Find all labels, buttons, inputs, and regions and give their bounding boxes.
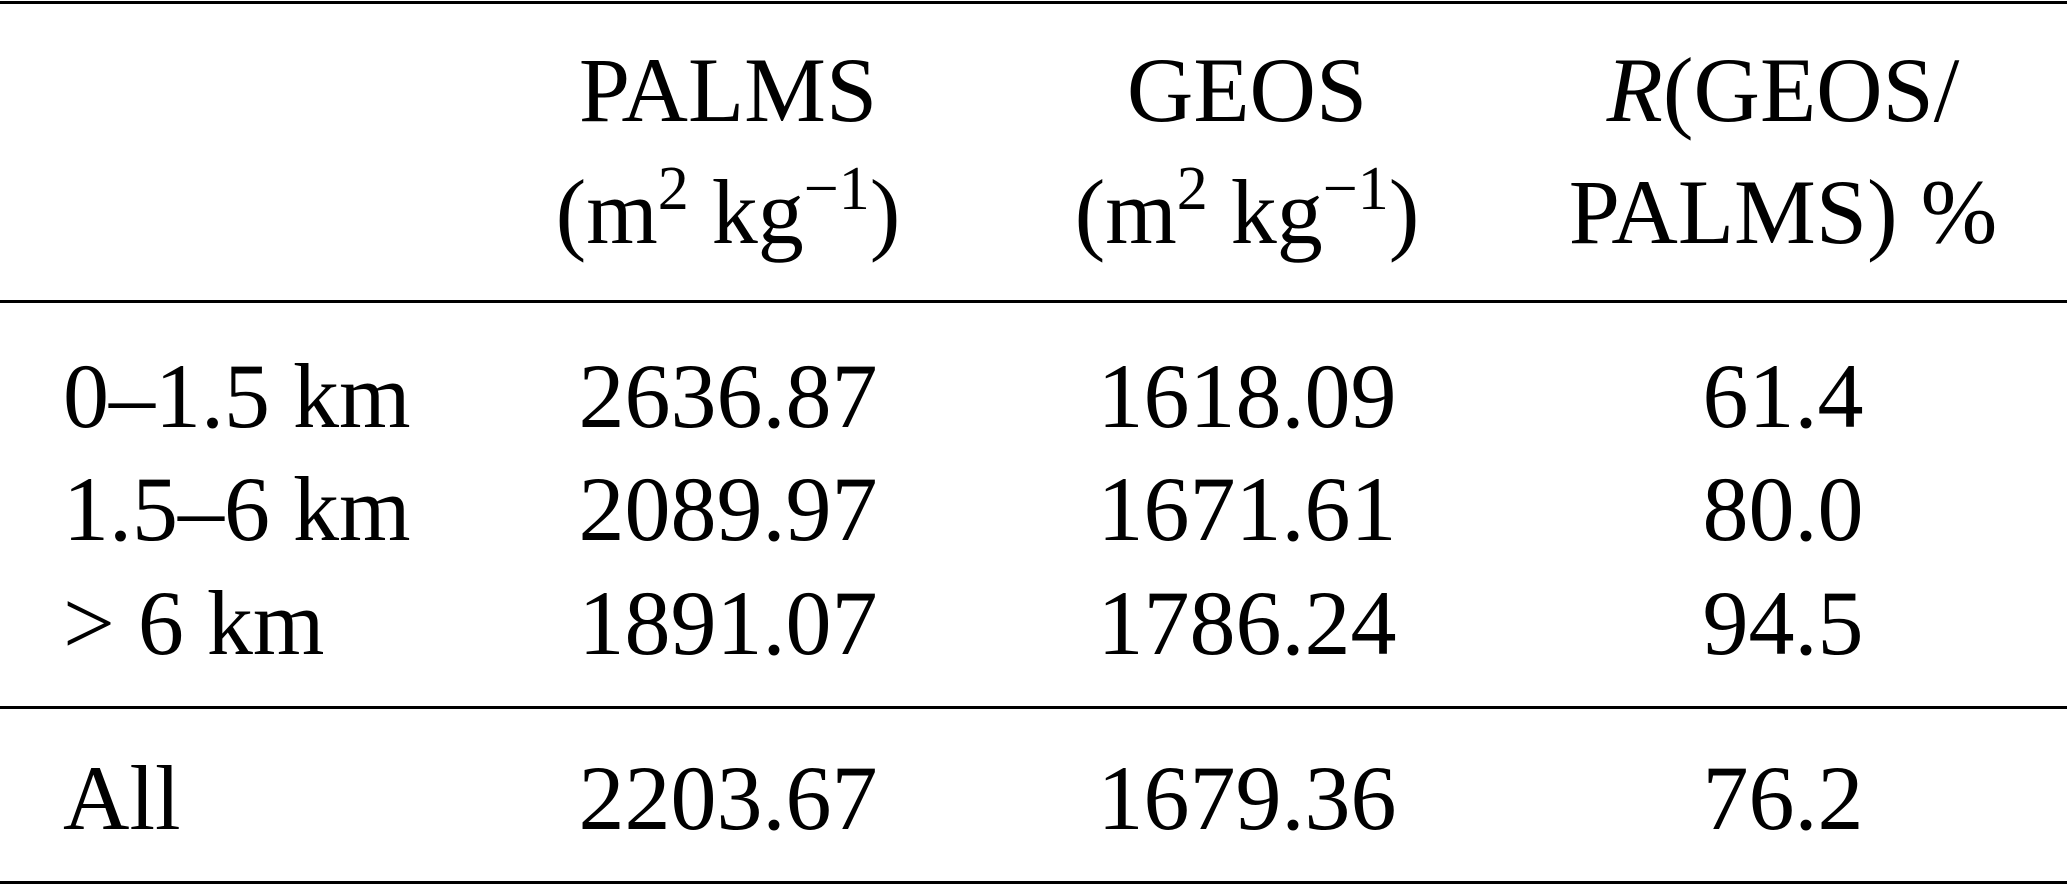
ratio-value: 80.0 [1702,458,1864,560]
header-geos-unit: (m2 kg−1) [1074,155,1420,263]
palms-value: 2089.97 [578,458,878,560]
palms-value: 2636.87 [578,345,878,447]
palms-value: 1891.07 [578,572,878,674]
palms-value: 2203.67 [578,747,878,849]
header-ratio: R(GEOS/ PALMS) % [1569,44,1998,258]
row-label: All [63,747,181,849]
header-ratio-line2: PALMS) % [1568,161,1998,263]
row-label: 0–1.5 km [63,345,411,447]
row-label: 1.5–6 km [63,458,411,560]
header-ratio-line1: R(GEOS/ [1606,39,1960,141]
header-palms-name: PALMS [578,39,878,141]
ratio-value: 94.5 [1702,572,1864,674]
geos-value: 1618.09 [1097,345,1397,447]
total-rule [0,706,2067,709]
geos-value: 1786.24 [1097,572,1397,674]
top-rule [0,1,2067,4]
ratio-value: 61.4 [1702,345,1864,447]
geos-value: 1671.61 [1097,458,1397,560]
ratio-value: 76.2 [1702,747,1864,849]
header-palms-unit: (m2 kg−1) [555,155,901,263]
header-rule [0,300,2067,303]
header-geos-name: GEOS [1126,39,1368,141]
geos-value: 1679.36 [1097,747,1397,849]
header-palms: PALMS (m2 kg−1) [556,44,901,258]
bottom-rule [0,881,2067,884]
row-label: > 6 km [63,572,325,674]
header-geos: GEOS (m2 kg−1) [1075,44,1420,258]
